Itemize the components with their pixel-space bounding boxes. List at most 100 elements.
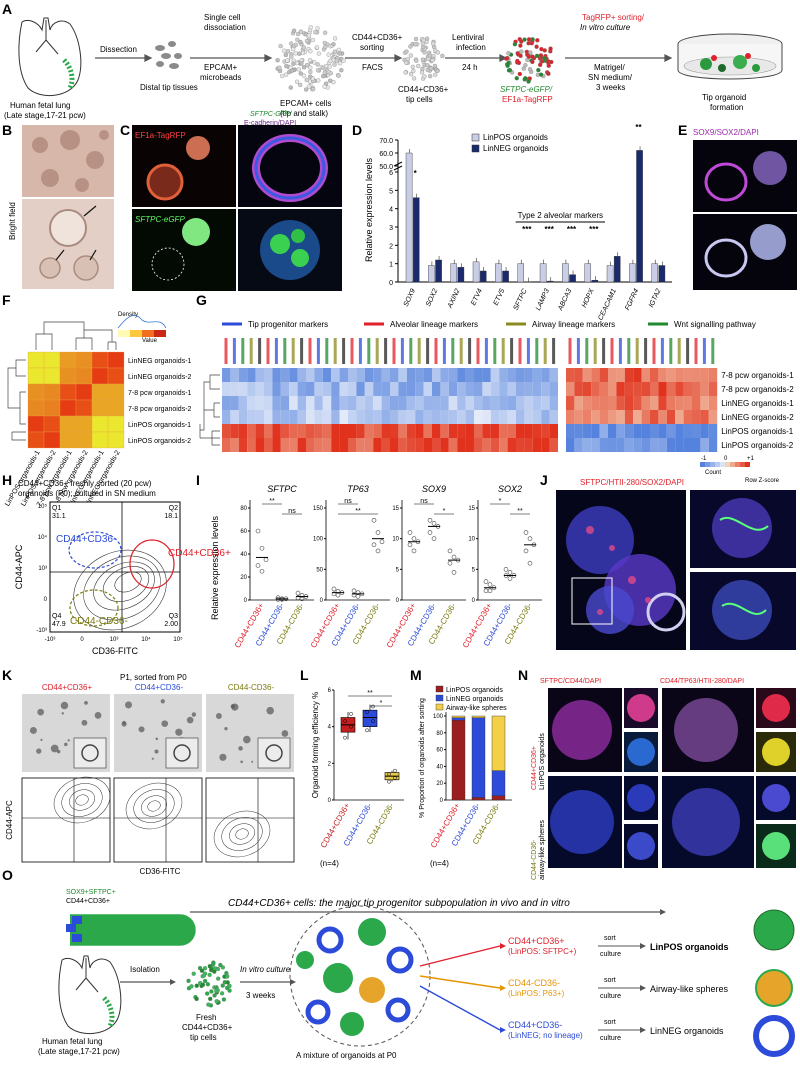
data-point: [484, 580, 488, 584]
cell-dot: [294, 51, 298, 55]
scale-step: [705, 462, 710, 467]
heat-cell: [256, 438, 264, 452]
panel-i-dot-plots: Relative expression levelsSFTPC020406080…: [210, 484, 542, 650]
heat-cell: [675, 438, 683, 452]
heat-cell: [633, 382, 641, 396]
gene-label-mark: [661, 338, 664, 364]
y-axis-label: Relative expression levels: [364, 157, 374, 262]
heat-cell: [272, 438, 280, 452]
organoid-speck: [187, 717, 194, 724]
y-tick-label: 0: [44, 597, 48, 603]
x-tick-label: CEACAM1: [597, 288, 618, 322]
heat-cell: [298, 368, 306, 382]
heat-cell: [331, 410, 339, 424]
panel-letter-n: N: [518, 667, 528, 683]
heat-cell: [449, 368, 457, 382]
y-tick-label: 0: [389, 280, 393, 287]
branch-sort: sort: [604, 1019, 616, 1026]
h-title-line1: CD44+CD36+ freshly sorted (20 pcw): [18, 479, 152, 488]
bar-ceacam1-linneg: [614, 256, 620, 282]
gene-label-mark: [334, 338, 337, 364]
cell-dot: [216, 977, 220, 981]
heat-cell: [365, 410, 373, 424]
heat-cell: [432, 410, 440, 424]
y-tick-label: 20: [240, 575, 247, 581]
heat-cell: [633, 410, 641, 424]
data-point: [349, 712, 352, 715]
bar-hopx-linneg: [592, 280, 598, 282]
heat-cell: [289, 368, 297, 382]
heat-cell: [373, 368, 381, 382]
heat-cell: [583, 368, 591, 382]
heat-cell: [415, 396, 423, 410]
heat-cell: [390, 382, 398, 396]
cell-dot: [406, 57, 410, 61]
branch-sort: sort: [604, 977, 616, 984]
heat-cell: [390, 438, 398, 452]
gene-label-mark: [594, 338, 597, 364]
plot-frame: [50, 502, 180, 632]
cell-dot: [190, 984, 194, 988]
cell-dot: [327, 53, 331, 57]
cell-dot: [339, 68, 343, 72]
heat-cell: [60, 400, 76, 416]
data-point: [256, 529, 260, 533]
heat-cell: [658, 396, 666, 410]
heat-cell: [524, 382, 532, 396]
heat-cell: [60, 432, 76, 448]
x-tick-label: 10⁴: [141, 636, 151, 643]
cell-dot: [412, 76, 416, 80]
cell-dot: [337, 74, 341, 78]
cell-dot: [221, 984, 225, 988]
cell-dot: [317, 52, 321, 56]
heat-cell: [314, 396, 322, 410]
organoid-speck: [231, 704, 235, 708]
y-tick-label: 70.0: [379, 138, 393, 145]
cell-dot: [324, 64, 328, 68]
heat-cell: [432, 438, 440, 452]
heat-cell: [482, 410, 490, 424]
sorted-cell-cloud: [403, 37, 445, 81]
a-step2-line2: dissociation: [204, 23, 246, 32]
heat-cell: [650, 396, 658, 410]
cell-dot: [338, 52, 342, 56]
x-tick-label: 10⁵: [173, 636, 183, 643]
b-side-label: Bright field: [8, 202, 17, 240]
heat-cell: [289, 396, 297, 410]
heat-cell: [684, 438, 692, 452]
scale-step: [725, 462, 730, 467]
heat-cell: [684, 424, 692, 438]
o-source-line2: (Late stage,17-21 pcw): [38, 1047, 120, 1056]
cell-dot: [298, 83, 302, 87]
heat-cell: [709, 410, 717, 424]
bar-sftpc-linpos: [518, 264, 524, 282]
y-tick-label: 15: [392, 506, 399, 512]
heat-cell: [692, 396, 700, 410]
heat-cell: [44, 352, 60, 368]
heat-cell: [373, 410, 381, 424]
cell-dot: [225, 986, 229, 990]
organoid-speck: [68, 739, 70, 741]
stacked-segment: [492, 771, 505, 796]
gene-label-mark: [292, 338, 295, 364]
heat-cell: [340, 438, 348, 452]
heat-cell: [230, 438, 238, 452]
data-point: [488, 583, 492, 587]
heat-cell: [667, 424, 675, 438]
gene-label-mark: [527, 338, 530, 364]
cell-dot: [422, 38, 426, 42]
cell-dot: [209, 989, 213, 993]
heat-cell: [449, 410, 457, 424]
heat-cell: [356, 368, 364, 382]
heat-cell: [108, 384, 124, 400]
legend-gradient-step: [142, 330, 154, 337]
tissue-pieces: [155, 41, 182, 69]
heat-cell: [44, 400, 60, 416]
y-tick-label: 10⁴: [38, 534, 48, 541]
heat-cell: [264, 396, 272, 410]
heat-cell: [449, 424, 457, 438]
f-legend-title: Density: [118, 312, 138, 318]
branch-sort: sort: [604, 935, 616, 942]
cell-dot: [218, 963, 222, 967]
n-row1-line2: LinPOS organoids: [539, 733, 546, 790]
